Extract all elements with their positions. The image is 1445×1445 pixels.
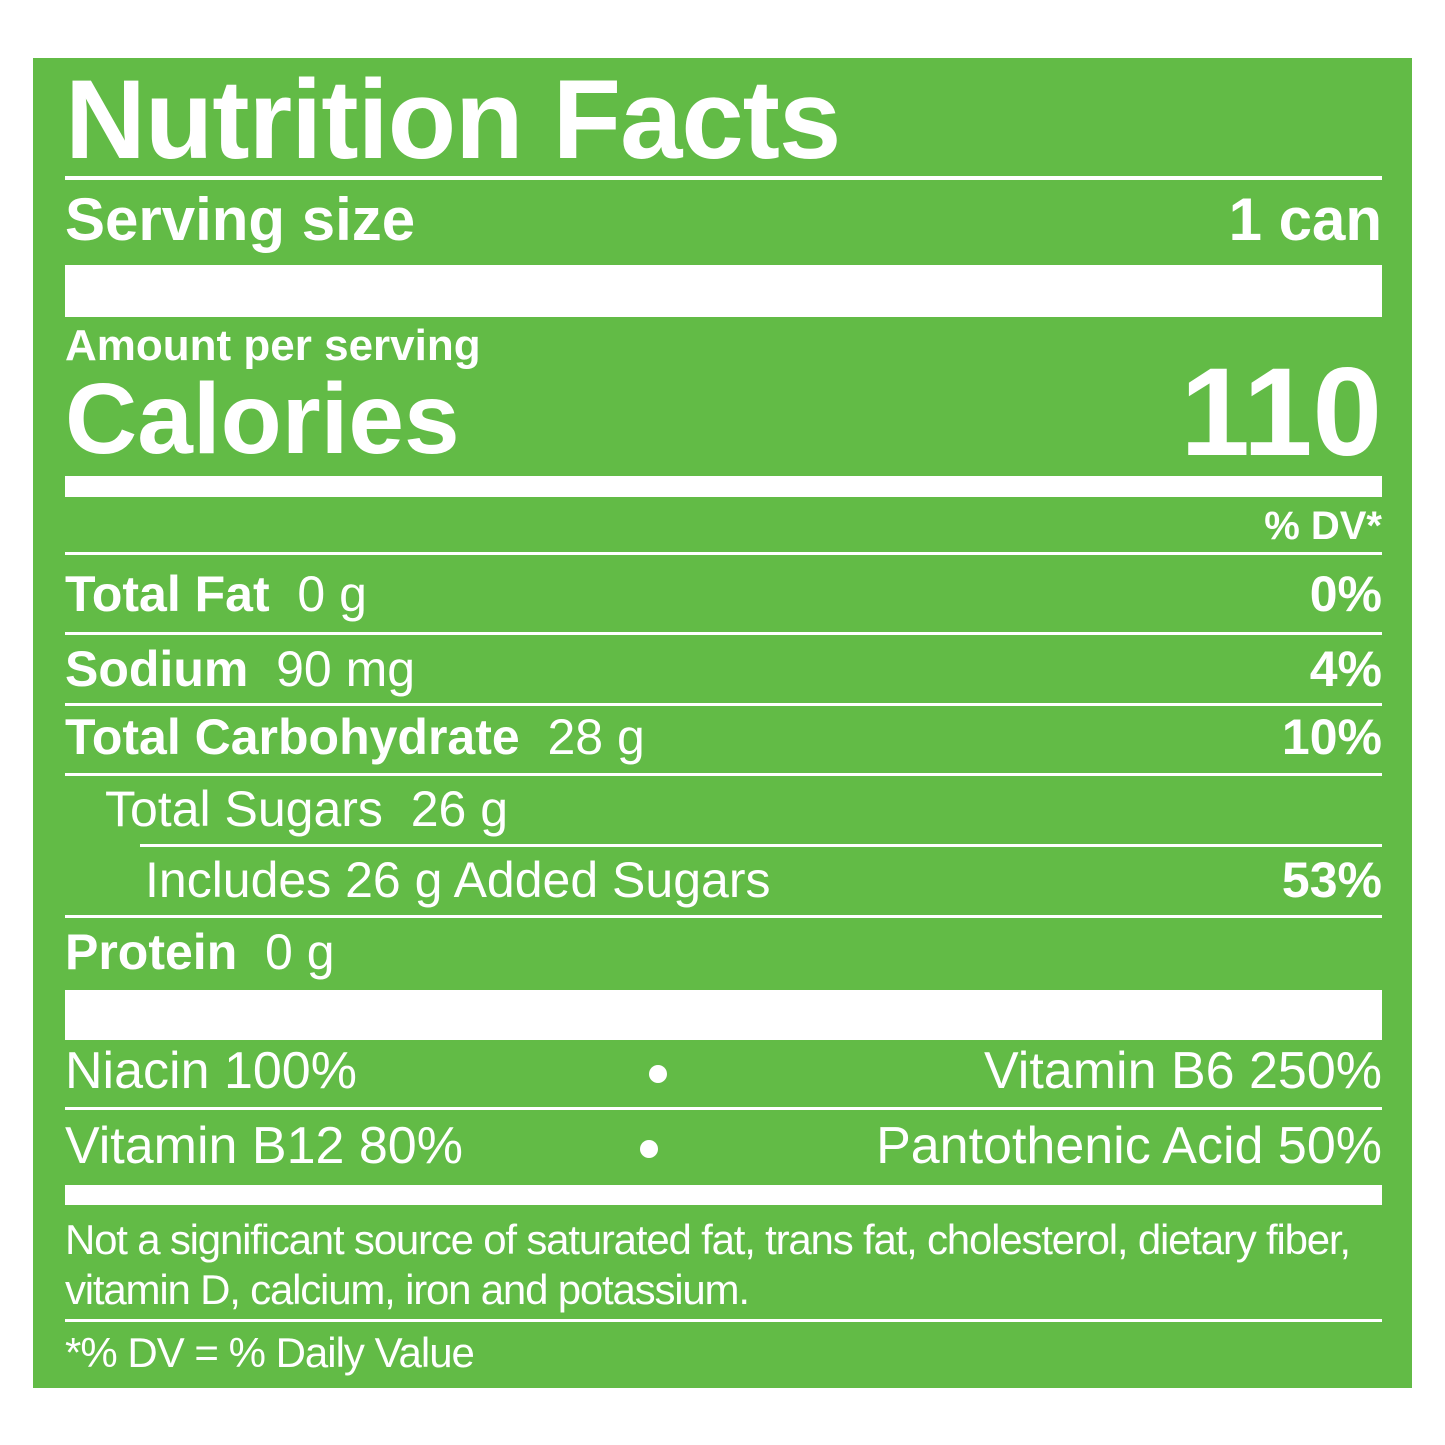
rule: [65, 632, 1382, 635]
nutrient-row: Total Fat 0 g: [65, 569, 367, 619]
medium-bar: [65, 476, 1382, 497]
nutrient-dv: 0%: [1309, 566, 1382, 622]
rule: [65, 176, 1382, 180]
nutrient-row: Total Carbohydrate 28 g: [65, 712, 645, 762]
nutrient-amount: 28 g: [547, 709, 645, 765]
vitamin: Pantothenic Acid 50%: [876, 1117, 1382, 1175]
nutrient-dv: 4%: [1309, 641, 1382, 697]
footnote: Not a significant source of saturated fa…: [65, 1216, 1351, 1313]
serving-value: 1 can: [1228, 186, 1382, 253]
rule: [65, 773, 1382, 776]
calories-label: Calories: [65, 363, 460, 475]
calories-value: 110: [1180, 343, 1382, 482]
nutrient-amount: 0 g: [265, 924, 335, 980]
dv-note: *% DV = % Daily Value: [65, 1329, 475, 1376]
rule: [140, 844, 1382, 847]
nutrient-row: Total Sugars 26 g: [105, 784, 508, 834]
nutrient-name: Includes 26 g Added Sugars: [145, 852, 771, 908]
medium-bar: [65, 1185, 1382, 1205]
nutrient-amount: 0 g: [297, 566, 367, 622]
dv-header: % DV*: [1264, 504, 1382, 548]
rule: [65, 1107, 1382, 1110]
bullet: [640, 1140, 658, 1158]
serving-label: Serving size: [65, 186, 416, 253]
nutrient-dv: 53%: [1281, 852, 1382, 908]
thick-bar: [65, 265, 1382, 317]
vitamin: Vitamin B6 250%: [984, 1042, 1382, 1100]
amount-per-serving: Amount per serving: [65, 321, 481, 370]
bullet: [649, 1065, 667, 1083]
thick-bar: [65, 990, 1382, 1040]
nutrient-amount: 90 mg: [276, 641, 416, 697]
nutrient-name: Total Sugars: [105, 781, 383, 837]
nutrition-label: Nutrition Facts Serving size 1 can Amoun…: [33, 58, 1412, 1388]
nutrient-row: Protein 0 g: [65, 927, 335, 977]
nutrient-amount: 26 g: [410, 781, 509, 837]
nutrient-name: Protein: [65, 924, 238, 980]
rule: [65, 703, 1382, 706]
nutrient-row: Sodium 90 mg: [65, 644, 415, 694]
nutrient-name: Total Carbohydrate: [65, 709, 520, 765]
nutrient-dv: 10%: [1281, 709, 1382, 765]
nutrient-name: Sodium: [65, 641, 249, 697]
vitamin: Niacin 100%: [65, 1042, 357, 1100]
rule: [65, 552, 1382, 555]
rule: [65, 915, 1382, 918]
rule: [65, 1319, 1382, 1322]
vitamin: Vitamin B12 80%: [65, 1117, 463, 1175]
nutrient-name: Total Fat: [65, 566, 270, 622]
title: Nutrition Facts: [65, 57, 841, 182]
